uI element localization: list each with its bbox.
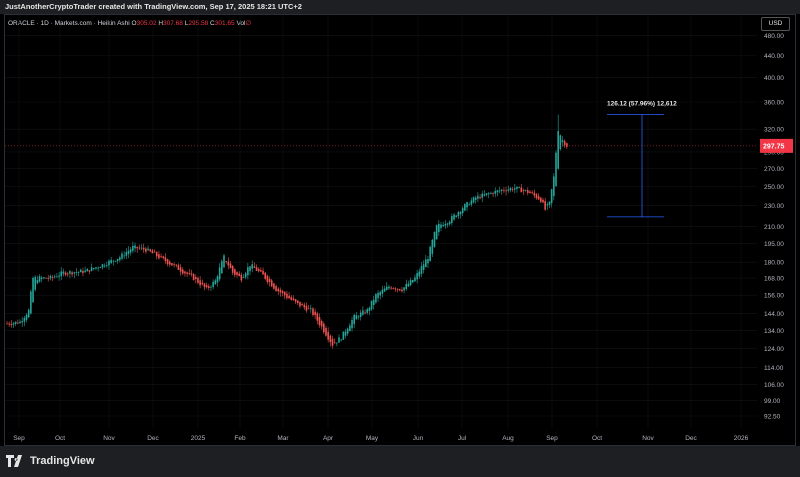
- open-value: 305.02: [136, 20, 157, 27]
- chart-area[interactable]: [4, 14, 796, 446]
- tradingview-logo-icon: [6, 455, 22, 467]
- tradingview-logo[interactable]: TradingView: [6, 455, 95, 467]
- high-label: H: [158, 20, 164, 27]
- high-value: 307.68: [163, 20, 183, 27]
- volume-label: Vol: [236, 20, 246, 27]
- close-label: C: [210, 20, 215, 27]
- symbol-name: ORACLE · 1D · Markets.com · Heikin Ashi: [8, 20, 130, 27]
- low-label: L: [184, 20, 189, 27]
- volume-value: ∅: [245, 20, 252, 27]
- chart-header-bar: JustAnotherCryptoTrader created with Tra…: [0, 0, 800, 14]
- open-label: O: [131, 20, 137, 27]
- currency-selector[interactable]: USD: [761, 17, 790, 31]
- symbol-legend: ORACLE · 1D · Markets.com · Heikin Ashi …: [8, 19, 251, 27]
- low-value: 295.58: [188, 20, 209, 27]
- tradingview-logo-text: TradingView: [30, 455, 95, 467]
- footer-bar: [0, 446, 800, 477]
- chart-header-text: JustAnotherCryptoTrader created with Tra…: [5, 2, 302, 11]
- close-value: 301.65: [214, 20, 235, 27]
